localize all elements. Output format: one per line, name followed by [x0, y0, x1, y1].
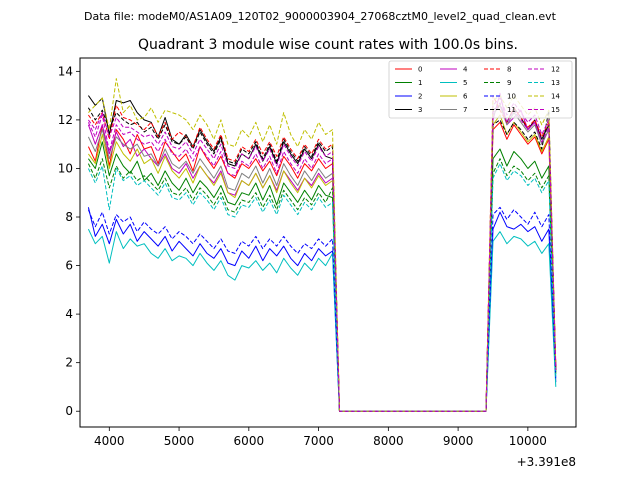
series-line-9 — [87, 158, 557, 412]
legend-label-11: 11 — [507, 106, 516, 114]
series-line-5 — [87, 228, 557, 412]
series-line-0 — [87, 121, 557, 412]
legend-label-14: 14 — [551, 93, 560, 101]
figure-suptitle: Data file: modeM0/AS1A09_120T02_90000039… — [84, 10, 557, 23]
legend-label-0: 0 — [418, 66, 422, 74]
legend-frame — [388, 60, 573, 119]
y-tick-label: 8 — [65, 210, 73, 224]
x-tick-label: 9000 — [443, 434, 474, 448]
x-tick-label: 7000 — [303, 434, 334, 448]
legend-label-1: 1 — [418, 79, 422, 87]
x-tick-label: 10000 — [509, 434, 547, 448]
x-tick-label: 8000 — [373, 434, 404, 448]
series-line-11 — [87, 107, 557, 412]
y-tick-label: 10 — [58, 161, 73, 175]
x-tick-label: 5000 — [164, 434, 195, 448]
chart-title: Quadrant 3 module wise count rates with … — [138, 37, 518, 53]
series-line-15 — [87, 102, 557, 412]
x-axis: 4000 5000 6000 7000 8000 9000 10000 — [94, 427, 547, 448]
series-line-12 — [87, 97, 557, 412]
legend-label-7: 7 — [463, 106, 467, 114]
series-line-2 — [87, 207, 557, 412]
x-tick-label: 6000 — [234, 434, 265, 448]
legend-label-10: 10 — [507, 93, 516, 101]
legend-label-5: 5 — [463, 79, 467, 87]
legend-label-13: 13 — [551, 79, 560, 87]
legend-label-15: 15 — [551, 106, 560, 114]
series-line-10 — [87, 206, 557, 412]
legend-label-4: 4 — [463, 66, 468, 74]
x-axis-offset-label: +3.391e8 — [517, 455, 576, 469]
legend-label-12: 12 — [551, 66, 560, 74]
legend-label-3: 3 — [418, 106, 422, 114]
legend-label-8: 8 — [507, 66, 511, 74]
series-layer — [87, 78, 557, 412]
y-tick-label: 6 — [65, 259, 73, 273]
y-tick-label: 2 — [65, 356, 73, 370]
plot-frame — [79, 57, 577, 428]
series-line-1 — [87, 141, 557, 412]
legend-label-9: 9 — [507, 79, 511, 87]
legend-label-6: 6 — [463, 93, 468, 101]
y-tick-label: 0 — [65, 404, 73, 418]
y-axis: 0 2 4 6 8 10 12 14 — [58, 64, 80, 418]
y-tick-label: 12 — [58, 113, 73, 127]
x-tick-label: 4000 — [94, 434, 125, 448]
legend-label-2: 2 — [418, 93, 422, 101]
series-line-13 — [87, 163, 557, 412]
y-tick-label: 4 — [65, 307, 73, 321]
y-tick-label: 14 — [58, 64, 73, 78]
